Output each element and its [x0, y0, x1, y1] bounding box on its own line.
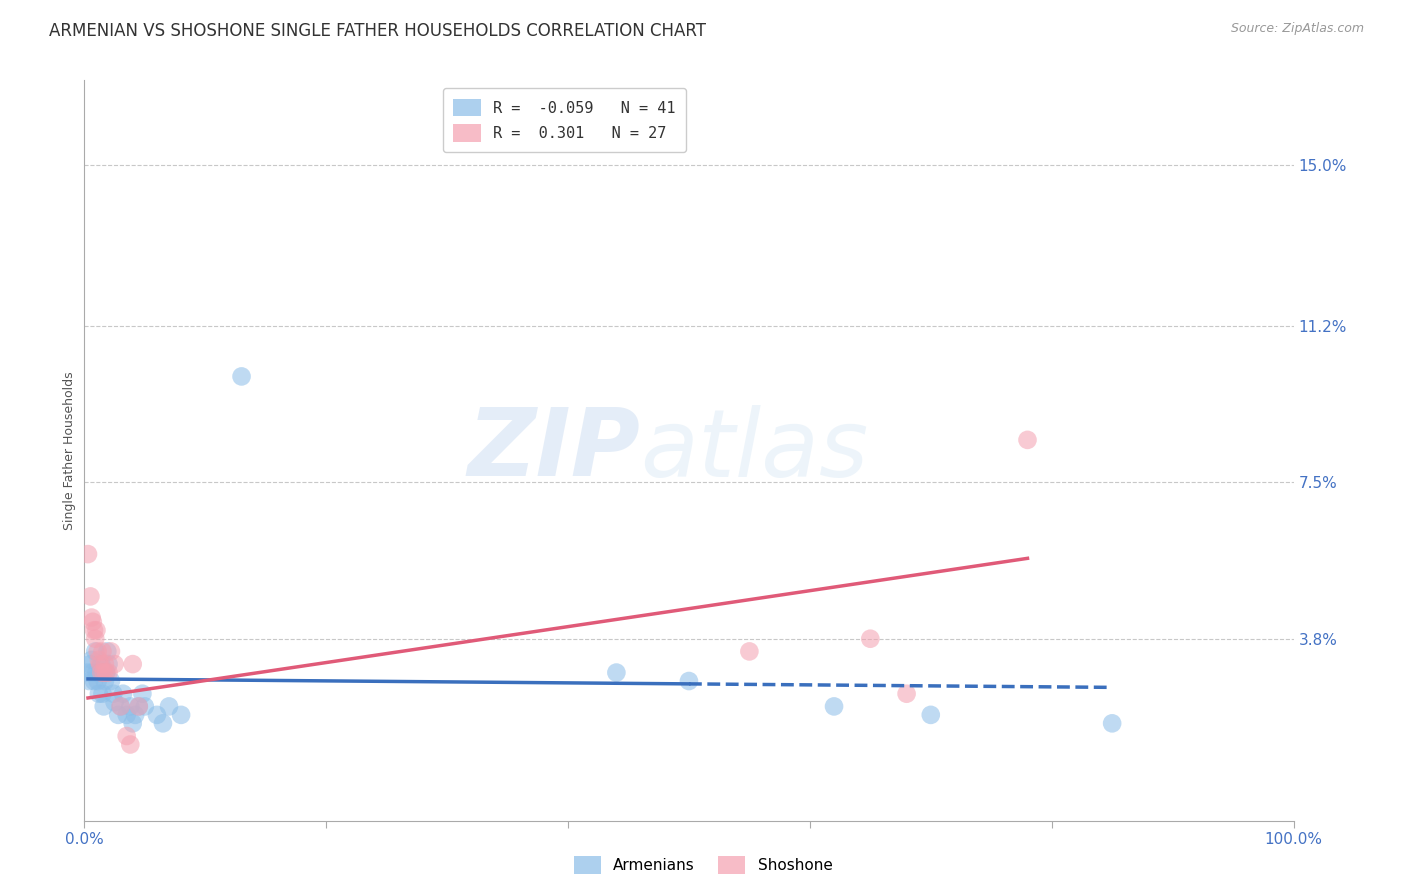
Point: [104, 657, 127, 672]
Point: [115, 707, 138, 722]
Point: [146, 707, 169, 722]
Point: [90, 657, 112, 672]
Point: [120, 699, 142, 714]
Point: [128, 699, 150, 714]
Point: [103, 687, 125, 701]
Point: [79, 657, 101, 672]
Point: [77, 673, 100, 688]
Point: [738, 644, 761, 658]
Point: [170, 707, 193, 722]
Text: ARMENIAN VS SHOSHONE SINGLE FATHER HOUSEHOLDS CORRELATION CHART: ARMENIAN VS SHOSHONE SINGLE FATHER HOUSE…: [49, 22, 706, 40]
Point: [89, 657, 111, 672]
Point: [84, 644, 107, 658]
Point: [231, 369, 253, 384]
Point: [83, 624, 105, 638]
Point: [97, 657, 120, 672]
Point: [80, 653, 103, 667]
Point: [131, 687, 153, 701]
Point: [124, 707, 146, 722]
Point: [605, 665, 627, 680]
Point: [77, 547, 100, 561]
Point: [79, 590, 101, 604]
Point: [84, 632, 107, 646]
Point: [86, 673, 108, 688]
Point: [120, 738, 142, 752]
Point: [115, 729, 138, 743]
Point: [87, 653, 110, 667]
Point: [896, 687, 918, 701]
Point: [80, 610, 103, 624]
Point: [678, 673, 700, 688]
Legend: R =  -0.059   N = 41, R =  0.301   N = 27: R = -0.059 N = 41, R = 0.301 N = 27: [443, 88, 686, 153]
Point: [93, 699, 115, 714]
Point: [93, 665, 115, 680]
Point: [83, 673, 105, 688]
Point: [110, 699, 132, 714]
Point: [112, 687, 135, 701]
Point: [97, 665, 120, 680]
Point: [94, 665, 117, 680]
Point: [94, 665, 117, 680]
Point: [121, 657, 143, 672]
Point: [920, 707, 942, 722]
Point: [104, 695, 127, 709]
Point: [86, 624, 108, 638]
Point: [1101, 716, 1123, 731]
Point: [94, 673, 117, 688]
Text: Source: ZipAtlas.com: Source: ZipAtlas.com: [1230, 22, 1364, 36]
Point: [110, 699, 132, 714]
Point: [121, 716, 143, 731]
Point: [86, 644, 108, 658]
Point: [128, 699, 150, 714]
Text: ZIP: ZIP: [468, 404, 641, 497]
Point: [91, 644, 114, 658]
Text: atlas: atlas: [641, 405, 869, 496]
Point: [152, 716, 174, 731]
Legend: Armenians, Shoshone: Armenians, Shoshone: [568, 850, 838, 880]
Point: [96, 644, 118, 658]
Point: [823, 699, 845, 714]
Point: [91, 687, 114, 701]
Point: [86, 665, 108, 680]
Point: [859, 632, 882, 646]
Point: [100, 673, 122, 688]
Point: [90, 665, 112, 680]
Point: [77, 665, 100, 680]
Point: [82, 665, 104, 680]
Point: [157, 699, 180, 714]
Point: [100, 644, 122, 658]
Y-axis label: Single Father Households: Single Father Households: [63, 371, 76, 530]
Point: [1017, 433, 1039, 447]
Point: [82, 615, 104, 629]
Point: [94, 657, 117, 672]
Point: [89, 665, 111, 680]
Point: [107, 707, 129, 722]
Point: [134, 699, 156, 714]
Point: [87, 687, 110, 701]
